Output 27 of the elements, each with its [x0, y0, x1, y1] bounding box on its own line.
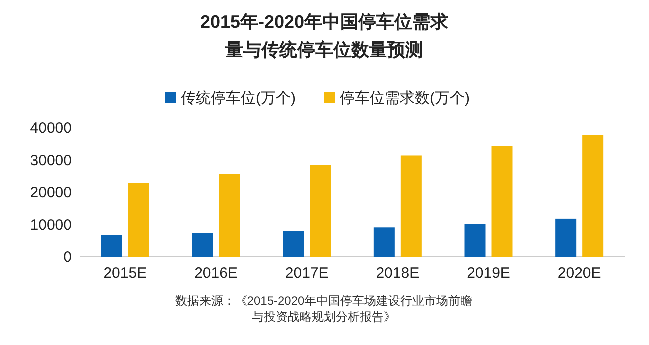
bar: [400, 156, 422, 257]
x-tick-label: 2020E: [558, 265, 602, 282]
bar: [374, 228, 395, 257]
title: 2015年-2020年中国停车位需求量与传统停车位数量预测: [200, 11, 449, 62]
y-tick-label: 10000: [30, 216, 72, 234]
y-tick-label: 40000: [30, 120, 72, 137]
x-tick-label: 2017E: [285, 265, 329, 282]
y-tick-label: 30000: [30, 152, 72, 170]
bar: [492, 146, 513, 257]
bar: [464, 224, 486, 257]
bar: [192, 233, 214, 257]
bar: [101, 235, 122, 257]
legend-label: 传统停车位(万个): [181, 90, 296, 107]
x-tick-label: 2019E: [467, 265, 510, 282]
source-note: 数据来源：《2015-2020年中国停车场建设行业市场前瞻与投资战略规划分析报告》: [174, 293, 474, 325]
bar: [582, 135, 604, 257]
bar: [556, 218, 577, 257]
legend-label: 停车位需求数(万个): [340, 90, 470, 107]
y-tick-label: 20000: [30, 184, 72, 202]
bar: [219, 174, 240, 257]
y-tick-label: 0: [64, 249, 72, 266]
x-tick-label: 2016E: [194, 265, 238, 282]
bar: [128, 183, 150, 257]
x-tick-label: 2018E: [376, 265, 420, 282]
x-tick-label: 2015E: [104, 265, 148, 282]
bar: [310, 165, 332, 257]
bar: [283, 231, 304, 257]
